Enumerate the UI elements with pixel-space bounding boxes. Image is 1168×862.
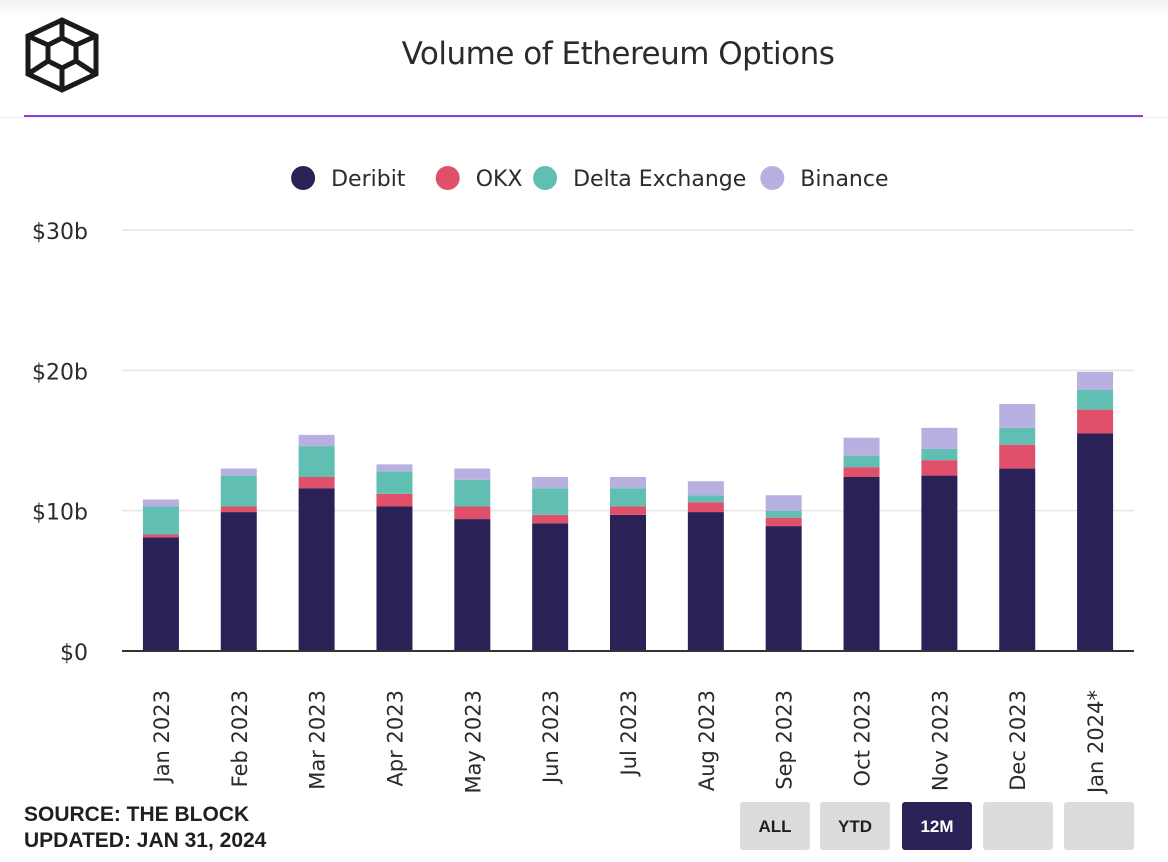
bar-binance (1077, 371, 1114, 390)
bar-delta-exchange (298, 446, 335, 477)
the-block-cube-logo-icon (25, 17, 99, 93)
bar-deribit (376, 506, 413, 651)
bar-deribit (454, 519, 491, 651)
bar-deribit (687, 512, 724, 651)
bar-deribit (610, 514, 646, 651)
footer-credits: SOURCE: THE BLOCK UPDATED: JAN 31, 2024 (24, 802, 266, 854)
bar-binance (843, 437, 880, 456)
bar-okx (610, 506, 646, 515)
bar-delta-exchange (376, 471, 413, 494)
legend-label: Deribit (331, 167, 406, 192)
bar-binance (999, 404, 1036, 428)
bar-delta-exchange (142, 506, 179, 535)
bar-deribit (142, 537, 179, 651)
bar-okx (765, 517, 802, 527)
bar-deribit (999, 468, 1036, 651)
bar-delta-exchange (765, 510, 802, 518)
stacked-bar-chart: $0 $10b $20b $30b Jan 2023 Feb 2023 Mar 2023 Ap… (32, 166, 1134, 795)
legend-label: Binance (800, 167, 888, 192)
bar-okx (999, 444, 1036, 469)
range-ytd-button[interactable]: YTD (820, 802, 890, 850)
x-tick-label: Dec 2023 (1006, 690, 1030, 791)
bar-delta-exchange (610, 488, 646, 507)
bar-binance (298, 434, 335, 447)
header-accent-line (24, 115, 1143, 117)
header-divider (0, 117, 1168, 118)
range-extra-button-1[interactable] (983, 802, 1053, 850)
x-tick-label: May 2023 (461, 690, 485, 794)
legend-swatch-deribit (291, 166, 316, 190)
x-tick-label: Feb 2023 (228, 690, 252, 787)
y-tick-label: $0 (60, 641, 88, 666)
x-tick-label: Jan 2023 (150, 690, 174, 785)
bar-okx (220, 506, 257, 513)
bar-delta-exchange (999, 427, 1036, 445)
bar-binance (220, 468, 257, 476)
x-tick-label: Oct 2023 (851, 690, 875, 786)
y-tick-label: $30b (32, 220, 88, 245)
bar-okx (921, 460, 958, 476)
legend-swatch-binance (760, 166, 785, 190)
x-tick-label: Nov 2023 (928, 690, 952, 791)
page-title: Volume of Ethereum Options (401, 36, 835, 72)
bar-binance (765, 495, 802, 511)
bar-delta-exchange (687, 495, 724, 503)
bar-okx (843, 467, 880, 477)
bar-okx (687, 502, 724, 513)
bar-okx (376, 493, 413, 507)
bar-delta-exchange (220, 475, 257, 507)
legend-label: Delta Exchange (573, 167, 746, 192)
bar-delta-exchange (454, 479, 491, 507)
header-shade (0, 0, 1168, 20)
source-label: SOURCE: THE BLOCK (24, 803, 250, 826)
bar-binance (376, 464, 413, 472)
bar-binance (687, 481, 724, 496)
x-tick-label: Apr 2023 (383, 690, 407, 786)
legend-label: OKX (476, 167, 523, 192)
bar-deribit (1077, 433, 1114, 651)
x-tick-label: Jul 2023 (617, 690, 641, 777)
range-all-button[interactable]: ALL (740, 802, 810, 850)
updated-label: UPDATED: JAN 31, 2024 (24, 829, 267, 852)
bar-binance (921, 427, 958, 449)
range-12m-button[interactable]: 12M (902, 802, 972, 850)
x-tick-label: Jan 2024* (1084, 690, 1108, 795)
bar-okx (1077, 409, 1114, 434)
x-tick-label: Sep 2023 (773, 690, 797, 790)
bar-delta-exchange (1077, 389, 1114, 410)
bar-delta-exchange (843, 455, 880, 468)
bar-deribit (220, 512, 257, 651)
y-tick-label: $10b (32, 501, 88, 526)
bar-okx (142, 534, 179, 538)
x-tick-label: Aug 2023 (695, 690, 719, 791)
range-extra-button-2[interactable] (1064, 802, 1134, 850)
bar-binance (454, 468, 491, 480)
bar-deribit (765, 526, 802, 651)
bar-binance (532, 476, 569, 489)
bar-deribit (532, 523, 569, 651)
bar-binance (610, 476, 646, 489)
bar-delta-exchange (532, 488, 569, 515)
bar-deribit (298, 488, 335, 651)
bar-deribit (843, 476, 880, 651)
legend-swatch-okx (435, 166, 460, 190)
header: Volume of Ethereum Options (0, 0, 1168, 118)
bar-binance (142, 499, 179, 507)
y-tick-label: $20b (32, 360, 88, 385)
bar-okx (454, 506, 491, 520)
bar-okx (532, 514, 569, 524)
bar-delta-exchange (921, 448, 958, 461)
bar-deribit (921, 475, 958, 651)
bar-okx (298, 476, 335, 489)
x-tick-label: Mar 2023 (306, 690, 330, 790)
x-tick-label: Jun 2023 (539, 690, 563, 785)
legend-swatch-delta-exchange (533, 166, 558, 190)
